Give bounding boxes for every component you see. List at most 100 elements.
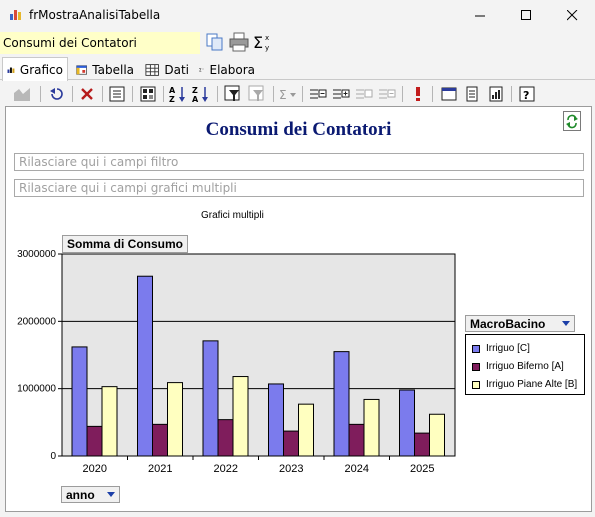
legend-field-button[interactable]: MacroBacino: [465, 315, 575, 332]
remove-field-icon: [379, 89, 396, 99]
svg-text:y: y: [265, 44, 269, 52]
svg-text:x: x: [265, 34, 269, 42]
x-tick-label: 2025: [410, 463, 434, 475]
toolbar-separator: [72, 86, 73, 102]
bar-irriguo-biferno-a: [86, 425, 103, 457]
toolbar-separator: [273, 86, 274, 102]
toolbar-separator: [511, 86, 512, 102]
chart-title: Consumi dei Contatori: [205, 119, 392, 140]
copy-icon: [206, 33, 223, 51]
multiple-charts-drop-zone[interactable]: Rilasciare qui i campi grafici multipli: [14, 179, 584, 197]
list-icon: [109, 86, 125, 102]
help-button[interactable]: ?: [518, 84, 536, 104]
collapse-button[interactable]: [355, 84, 373, 104]
maximize-button[interactable]: [503, 0, 549, 30]
tab-tabella[interactable]: Tabella: [72, 59, 138, 80]
title-bar: frMostraAnalisiTabella: [0, 0, 595, 30]
notes-button[interactable]: [463, 84, 481, 104]
svg-text:Σ: Σ: [199, 67, 202, 72]
calculator-icon: [140, 86, 156, 102]
close-button[interactable]: [549, 0, 595, 30]
grid-icon: [145, 63, 159, 76]
undo-button[interactable]: [48, 84, 66, 104]
alert-button[interactable]: [409, 84, 427, 104]
totals-button[interactable]: Σ x y: [252, 31, 274, 53]
bar-irriguo-biferno-a: [348, 423, 365, 457]
svg-text:x: x: [202, 68, 204, 70]
report-button[interactable]: [487, 84, 505, 104]
toolbar-separator: [102, 86, 103, 102]
maximize-icon: [520, 9, 531, 20]
tab-dati[interactable]: Dati: [141, 59, 193, 80]
toolbar-separator: [402, 86, 403, 102]
close-icon: [566, 9, 577, 20]
axis-field-label: anno: [66, 488, 95, 502]
x-tick-label: 2023: [279, 463, 303, 475]
toolbar-separator: [217, 86, 218, 102]
print-button[interactable]: [228, 31, 250, 53]
delete-icon: [81, 88, 93, 100]
sum-icon: Σ: [279, 88, 296, 102]
bar-irriguo-c: [202, 340, 219, 457]
toolbar-separator: [132, 86, 133, 102]
window-icon: [441, 87, 457, 101]
axis-field-button[interactable]: anno: [61, 486, 120, 503]
legend-item: Irriguo Piane Alte [B]: [472, 379, 577, 390]
notes-icon: [466, 86, 478, 102]
dropdown-arrow-icon: [107, 492, 115, 497]
remove-field-button[interactable]: [378, 84, 396, 104]
refresh-button[interactable]: [563, 111, 581, 131]
printer-icon: [229, 32, 249, 52]
bar-irriguo-piane-alte-b: [232, 376, 249, 457]
legend-label: Irriguo [C]: [486, 343, 530, 354]
tab-bar: Grafico Tabella Dati Σ x Elabora: [0, 57, 595, 81]
bar-chart: 0 1000000 2000000 3000000 2020 2021 2022 2023 20…: [17, 249, 456, 475]
add-field-button[interactable]: [332, 84, 350, 104]
filter-drop-zone[interactable]: Rilasciare qui i campi filtro: [14, 153, 584, 171]
report-icon: [489, 86, 503, 102]
chart-legend: Irriguo [C] Irriguo Biferno [A] Irriguo …: [465, 334, 585, 395]
legend-swatch: [472, 344, 480, 353]
measure-field-button[interactable]: Somma di Consumo: [62, 235, 189, 253]
y-tick-label: 2000000: [17, 316, 56, 327]
minimize-button[interactable]: [457, 0, 503, 30]
bar-irriguo-biferno-a: [283, 430, 299, 457]
legend-item: Irriguo Biferno [A]: [472, 361, 564, 372]
bar-irriguo-piane-alte-b: [167, 382, 183, 457]
svg-text:?: ?: [523, 89, 529, 102]
subtotal-button[interactable]: Σ: [279, 84, 297, 104]
toolbar-separator: [163, 86, 164, 102]
analysis-name-field[interactable]: Consumi dei Contatori: [0, 32, 200, 54]
toolbar-separator: [302, 86, 303, 102]
tab-grafico[interactable]: Grafico: [2, 57, 68, 81]
expand-button[interactable]: [309, 84, 327, 104]
name-toolbar: Σ x y: [204, 31, 274, 55]
tab-elabora[interactable]: Σ x Elabora: [195, 59, 259, 80]
svg-text:A: A: [169, 86, 176, 95]
window-button[interactable]: [440, 84, 458, 104]
filter-clear-button[interactable]: [248, 84, 266, 104]
bar-irriguo-c: [399, 389, 415, 457]
sort-az-icon: AZ: [169, 86, 185, 103]
help-icon: ?: [519, 86, 535, 102]
minimize-icon: [474, 15, 485, 16]
plot-area: [61, 253, 456, 457]
bar-chart-icon: [10, 10, 21, 20]
legend-label: Irriguo Piane Alte [B]: [486, 379, 578, 390]
filter-button[interactable]: [224, 84, 242, 104]
bar-irriguo-piane-alte-b: [101, 386, 118, 457]
y-tick-label: 3000000: [17, 249, 56, 260]
bar-irriguo-biferno-a: [152, 423, 168, 457]
chart-type-icon: [14, 88, 30, 101]
calculated-field-button[interactable]: [139, 84, 157, 104]
x-tick-label: 2021: [148, 463, 172, 475]
field-list-button[interactable]: [108, 84, 126, 104]
tab-label: Dati: [164, 62, 189, 77]
chart-type-button[interactable]: [13, 84, 31, 104]
copy-button[interactable]: [204, 31, 226, 53]
delete-button[interactable]: [78, 84, 96, 104]
legend-label: Irriguo Biferno [A]: [486, 361, 564, 372]
